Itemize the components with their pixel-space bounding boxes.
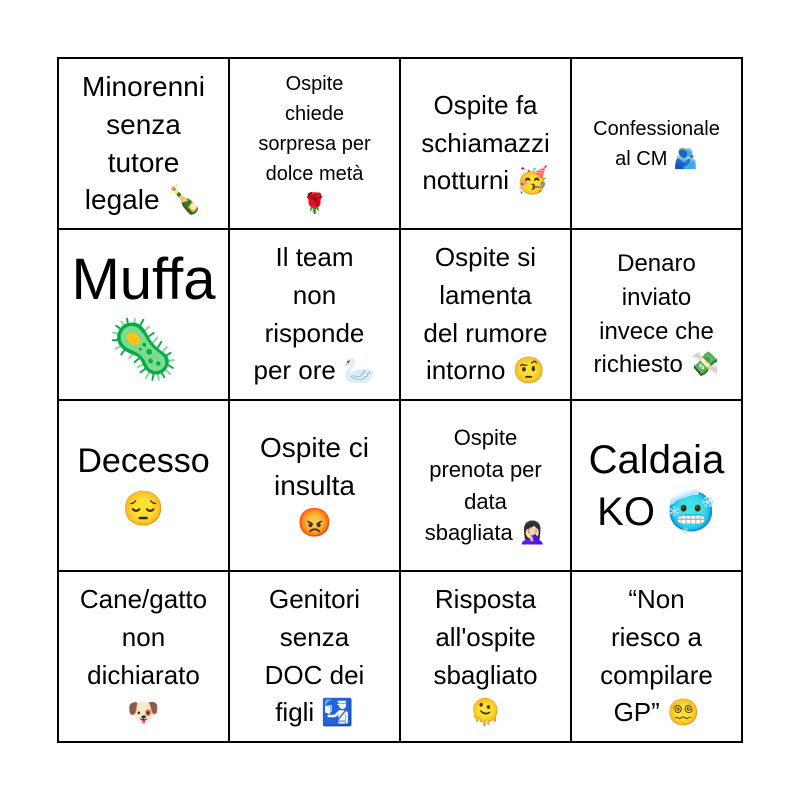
bingo-cell-muffa[interactable]: Muffa 🦠 xyxy=(58,229,229,400)
bingo-cell-rumore[interactable]: Ospite si lamenta del rumore intorno 🤨 xyxy=(400,229,571,400)
bingo-cell-team[interactable]: Il team non risponde per ore 🦢 xyxy=(229,229,400,400)
bingo-cell-sorpresa[interactable]: Ospite chiede sorpresa per dolce metà 🌹 xyxy=(229,58,400,229)
bingo-cell-caldaia[interactable]: Caldaia KO 🥶 xyxy=(571,400,742,571)
bingo-cell-genitori[interactable]: Genitori senza DOC dei figli 🛂 xyxy=(229,571,400,742)
bingo-cell-confessionale[interactable]: Confessionale al CM 🫂 xyxy=(571,58,742,229)
bingo-cell-denaro[interactable]: Denaro inviato invece che richiesto 💸 xyxy=(571,229,742,400)
bingo-cell-schiamazzi[interactable]: Ospite fa schiamazzi notturni 🥳 xyxy=(400,58,571,229)
bingo-cell-data-sbagliata[interactable]: Ospite prenota per data sbagliata 🤦🏻‍♀️ xyxy=(400,400,571,571)
bingo-cell-minorenni[interactable]: Minorenni senza tutore legale 🍾 xyxy=(58,58,229,229)
bingo-card: Minorenni senza tutore legale 🍾 Ospite c… xyxy=(57,57,743,743)
bingo-cell-gp[interactable]: “Non riesco a compilare GP” 😵‍💫 xyxy=(571,571,742,742)
bingo-cell-decesso[interactable]: Decesso 😔 xyxy=(58,400,229,571)
bingo-cell-cane-gatto[interactable]: Cane/gatto non dichiarato 🐶 xyxy=(58,571,229,742)
bingo-cell-insulta[interactable]: Ospite ci insulta 😡 xyxy=(229,400,400,571)
bingo-cell-risposta[interactable]: Risposta all'ospite sbagliato 🫠 xyxy=(400,571,571,742)
